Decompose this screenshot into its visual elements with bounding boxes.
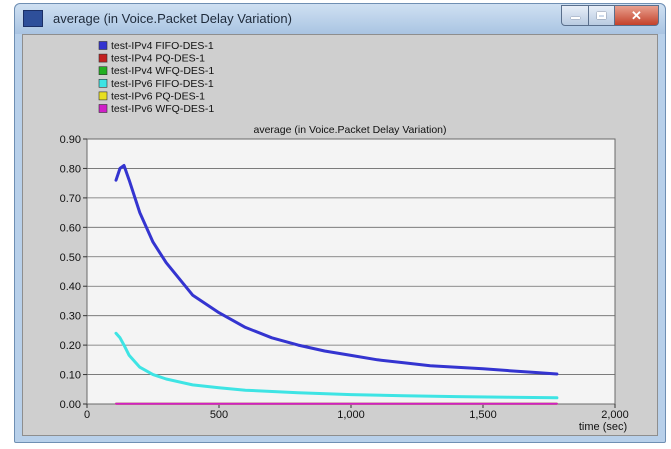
legend-label: test-IPv6 WFQ-DES-1 [111,103,214,115]
legend-label: test-IPv4 WFQ-DES-1 [111,65,214,77]
maximize-button[interactable] [589,5,615,26]
y-tick-label: 0.20 [60,340,81,352]
legend-label: test-IPv4 FIFO-DES-1 [111,40,214,52]
series-line-test-ipv4-fifo-des-1 [114,164,559,376]
series-group [114,164,559,405]
legend-label: test-IPv4 PQ-DES-1 [111,53,205,65]
y-tick-label: 0.40 [60,281,81,293]
title-bar[interactable]: average (in Voice.Packet Delay Variation… [15,4,665,34]
close-icon: ✕ [631,8,642,23]
legend-swatch [98,104,108,113]
chart-panel: test-IPv4 FIFO-DES-1 test-IPv4 PQ-DES-1 te… [22,34,658,436]
legend-swatch [98,53,108,63]
close-button[interactable]: ✕ [615,5,659,26]
grid [87,168,615,375]
y-tick-label: 0.30 [60,311,81,323]
chart-window: average (in Voice.Packet Delay Variation… [14,3,666,443]
legend-swatch [98,78,108,88]
x-axis-label: time (sec) [579,421,627,433]
y-tick-label: 0.50 [60,252,81,264]
legend-swatch [98,41,108,50]
legend-label: test-IPv6 FIFO-DES-1 [111,78,214,90]
x-tick-label: 1,000 [337,409,365,421]
series-line-test-ipv6-fifo-des-1 [114,331,559,400]
x-tick-label: 500 [210,409,228,421]
x-tick-label: 0 [84,409,90,421]
y-tick-label: 0.10 [60,370,81,382]
x-tick-label: 1,500 [469,409,497,421]
minimize-button[interactable] [561,5,589,26]
y-tick-label: 0.70 [60,193,81,205]
chart-title: average (in Voice.Packet Delay Variation… [254,124,447,136]
y-tick-label: 0.90 [60,134,81,146]
legend-label: test-IPv6 PQ-DES-1 [111,90,205,102]
y-tick-label: 0.00 [60,399,81,411]
y-tick-label: 0.60 [60,222,81,234]
y-axis: 0.00 0.10 0.20 0.30 0.40 0.50 0.60 0.70 0.80 0.90 [60,134,87,411]
window-title: average (in Voice.Packet Delay Variation… [53,11,292,26]
y-tick-label: 0.80 [60,163,81,175]
minimize-icon [570,17,580,19]
legend-swatch [98,91,108,101]
plot-area [86,138,616,405]
maximize-icon [597,12,606,19]
x-axis: 0 500 1,000 1,500 2,000 [84,404,629,421]
window-controls: ✕ [561,5,659,27]
app-icon[interactable] [23,10,43,27]
legend-swatch [98,66,108,76]
x-tick-label: 2,000 [601,409,629,421]
